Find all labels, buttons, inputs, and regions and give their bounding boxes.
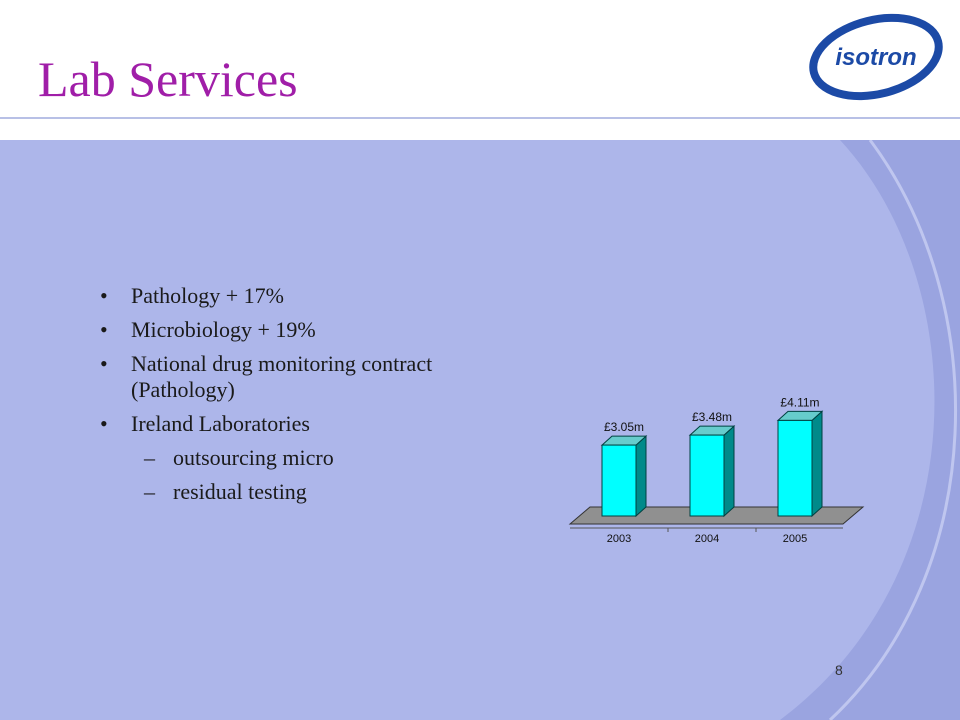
bullet-marker: • — [100, 283, 108, 308]
page-number: 8 — [835, 662, 843, 678]
isotron-logo: isotron — [809, 13, 943, 101]
bar — [777, 419, 813, 517]
bullet-text: Ireland Laboratories — [131, 411, 310, 436]
sub-bullet-text: residual testing — [173, 479, 307, 504]
bullet-text: National drug monitoring contract (Patho… — [131, 351, 433, 402]
slide-title: Lab Services — [38, 51, 298, 107]
bullet-item: • National drug monitoring contract (Pat… — [100, 351, 530, 403]
revenue-bar-chart: £3.05m 2003 £3.48m 2004 £4.11m 2005 — [568, 395, 865, 545]
x-tick-label: 2005 — [783, 533, 807, 545]
sub-bullet-text: outsourcing micro — [173, 445, 334, 470]
bar — [601, 444, 637, 517]
data-label: £3.48m — [692, 410, 732, 424]
data-label: £3.05m — [604, 420, 644, 434]
bar-side — [635, 434, 647, 518]
bullet-item: • Microbiology + 19% — [100, 317, 530, 343]
sub-bullet-item: – outsourcing micro — [100, 445, 530, 471]
bullet-marker: • — [100, 411, 108, 436]
data-label: £4.11m — [780, 395, 819, 409]
bullet-text: Pathology + 17% — [131, 283, 284, 308]
bullet-item: • Ireland Laboratories — [100, 411, 530, 437]
sub-bullet-marker: – — [144, 445, 155, 470]
sub-bullet-item: – residual testing — [100, 479, 530, 505]
bar-side — [723, 424, 735, 518]
bar — [689, 434, 725, 517]
title-divider — [0, 117, 960, 119]
background-swoosh — [780, 140, 960, 720]
bullet-marker: • — [100, 317, 108, 342]
sub-bullet-marker: – — [144, 479, 155, 504]
bar-side — [811, 410, 823, 518]
bullet-list: • Pathology + 17% • Microbiology + 19% •… — [100, 283, 530, 513]
x-tick-label: 2003 — [607, 533, 631, 545]
bullet-item: • Pathology + 17% — [100, 283, 530, 309]
logo-text: isotron — [835, 44, 916, 71]
bullet-marker: • — [100, 351, 108, 376]
x-tick-label: 2004 — [695, 533, 719, 545]
bullet-text: Microbiology + 19% — [131, 317, 316, 342]
